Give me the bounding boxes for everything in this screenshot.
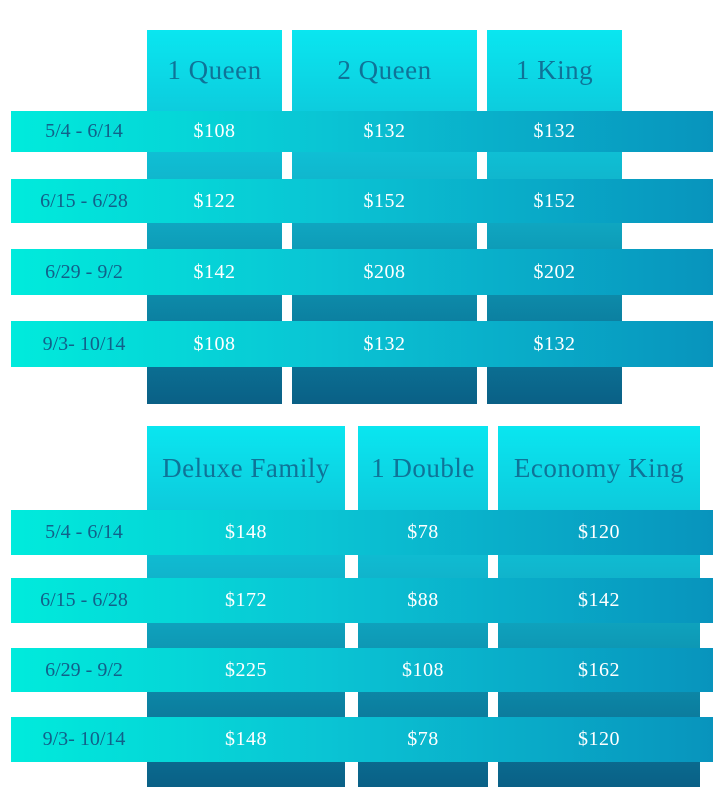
rate-value: $120: [578, 728, 620, 750]
rate-value: $148: [225, 728, 267, 750]
date-range-label: 9/3- 10/14: [42, 332, 126, 355]
rate-row: 5/4 - 6/14 $148 $78 $120: [11, 510, 713, 555]
rate-row: 6/15 - 6/28 $172 $88 $142: [11, 578, 713, 623]
rate-row: 6/15 - 6/28 $122 $152 $152: [11, 179, 713, 223]
date-range-label: 6/15 - 6/28: [40, 189, 128, 212]
rate-value: $132: [533, 120, 576, 142]
column-header: Deluxe Family: [162, 452, 330, 483]
rate-value: $88: [407, 589, 439, 611]
rate-value: $152: [363, 189, 406, 212]
rate-value: $78: [407, 728, 439, 750]
column-header: 1 Queen: [167, 55, 262, 85]
date-range-label: 9/3- 10/14: [42, 728, 126, 750]
rate-value: $148: [225, 521, 267, 543]
rate-row: 5/4 - 6/14 $108 $132 $132: [11, 111, 713, 152]
rate-value: $120: [578, 521, 620, 543]
date-range-label: 5/4 - 6/14: [45, 521, 123, 543]
column-header: Economy King: [513, 452, 685, 483]
rate-value: $108: [402, 658, 444, 681]
rate-row: 6/29 - 9/2 $142 $208 $202: [11, 249, 713, 295]
rate-value: $202: [533, 260, 576, 283]
rate-value: $132: [363, 120, 406, 142]
date-range-label: 5/4 - 6/14: [45, 120, 123, 142]
rate-value: $142: [193, 260, 236, 283]
rate-value: $208: [363, 260, 406, 283]
date-range-label: 6/29 - 9/2: [45, 658, 123, 681]
rate-value: $132: [533, 332, 576, 355]
rate-row: 9/3- 10/14 $148 $78 $120: [11, 717, 713, 762]
rate-value: $132: [363, 332, 406, 355]
column-header: 1 King: [515, 55, 594, 85]
rate-value: $78: [407, 521, 439, 543]
rate-value: $108: [193, 332, 236, 355]
rate-value: $162: [578, 658, 620, 681]
rate-value: $172: [225, 589, 267, 611]
column-header: 1 Double: [371, 452, 475, 483]
column-header: 2 Queen: [337, 55, 432, 85]
rate-row: 9/3- 10/14 $108 $132 $132: [11, 321, 713, 367]
rate-value: $108: [193, 120, 236, 142]
rate-value: $152: [533, 189, 576, 212]
rate-value: $122: [193, 189, 236, 212]
date-range-label: 6/29 - 9/2: [45, 260, 123, 283]
rate-value: $225: [225, 658, 267, 681]
rate-value: $142: [578, 589, 620, 611]
rate-row: 6/29 - 9/2 $225 $108 $162: [11, 648, 713, 692]
date-range-label: 6/15 - 6/28: [40, 589, 128, 611]
